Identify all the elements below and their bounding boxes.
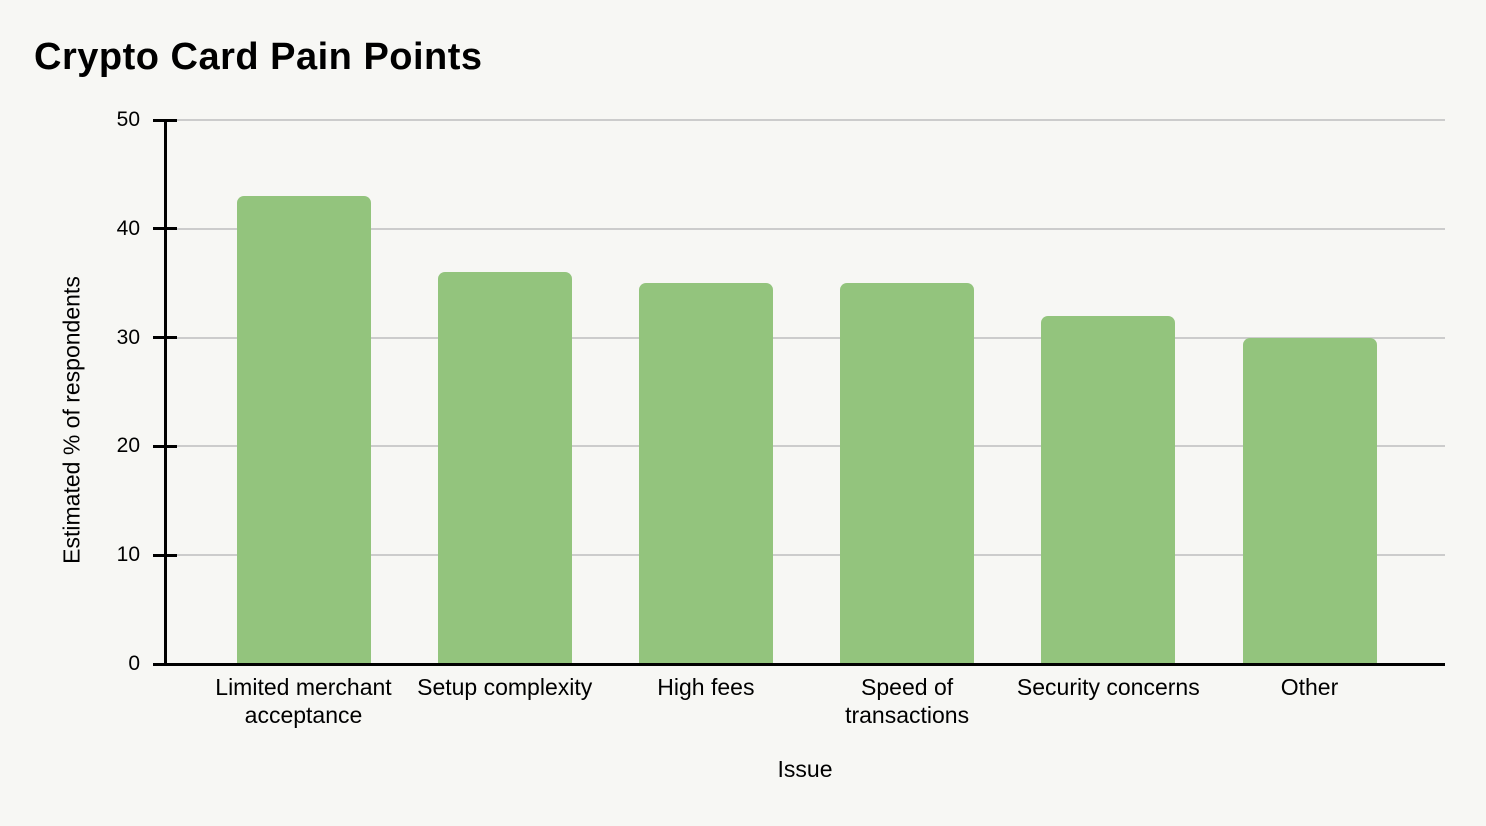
bar-security-concerns xyxy=(1041,315,1176,664)
y-tick-label-0: 0 xyxy=(128,652,140,675)
gridline-50 xyxy=(165,119,1445,121)
y-axis-line xyxy=(163,120,167,666)
x-category-label: Security concerns xyxy=(1016,674,1200,700)
x-category-label: High fees xyxy=(657,674,755,700)
x-category-label: Speed of transactions xyxy=(845,674,970,728)
chart-title: Crypto Card Pain Points xyxy=(34,36,483,78)
y-tick-label-20: 20 xyxy=(116,434,140,458)
bar-limited-merchant-acceptance xyxy=(236,196,371,664)
gridline-10 xyxy=(165,554,1445,557)
x-category-label: Setup complexity xyxy=(417,674,593,700)
y-axis-title: Estimated % of respondents xyxy=(58,276,85,564)
x-axis-line xyxy=(153,662,1445,666)
x-category-label: Limited merchant acceptance xyxy=(215,674,392,728)
y-tick-label-40: 40 xyxy=(116,216,140,240)
y-tick-label-10: 10 xyxy=(116,543,140,567)
gridline-20 xyxy=(165,445,1445,448)
gridline-40 xyxy=(165,227,1445,230)
bar-high-fees xyxy=(638,283,773,664)
x-axis-title: Issue xyxy=(777,756,833,782)
bar-other xyxy=(1242,337,1377,664)
y-tick-label-50: 50 xyxy=(116,108,140,131)
x-category-label: Other xyxy=(1280,674,1339,700)
gridline-30 xyxy=(165,336,1445,339)
bar-speed-of-transactions xyxy=(840,283,975,664)
bar-setup-complexity xyxy=(437,272,572,664)
y-tick-label-30: 30 xyxy=(116,325,140,349)
